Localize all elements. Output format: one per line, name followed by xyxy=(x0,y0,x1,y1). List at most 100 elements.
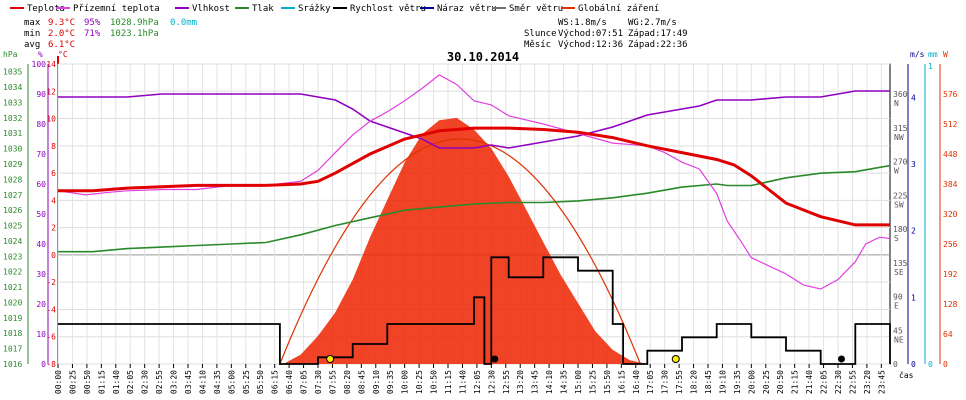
max-rain: 0.0mm xyxy=(170,18,197,28)
humidity-tick: 0 xyxy=(41,360,46,369)
x-tick: 18:45 xyxy=(704,370,713,394)
direction-label: W xyxy=(894,167,899,176)
w-tick: 320 xyxy=(943,210,958,219)
direction-tick: 90 xyxy=(893,293,903,302)
x-tick: 16:15 xyxy=(617,370,626,394)
x-tick: 17:30 xyxy=(661,370,670,394)
x-tick: 15:25 xyxy=(588,370,597,394)
legend: Teplota Přízemní teplota Vlhkost Tlak Srážky… xyxy=(10,4,659,14)
moonset: Západ:22:36 xyxy=(628,40,688,50)
direction-label: S xyxy=(894,234,899,243)
temp-tick: 14 xyxy=(46,60,56,69)
ms-tick: 2 xyxy=(911,227,916,236)
x-tick: 05:00 xyxy=(227,370,236,394)
series-rychlost-vetru xyxy=(58,256,891,365)
hpa-tick: 1031 xyxy=(3,129,22,138)
moonset-marker xyxy=(837,355,845,363)
series-globalni-zareni-area xyxy=(283,117,648,365)
x-tick: 14:10 xyxy=(545,370,554,394)
max-temp: 9.3°C xyxy=(48,18,75,28)
left-axes: hPa% °C1035103410331032103110301029102810… xyxy=(3,50,68,369)
min-pressure: 1023.1hPa xyxy=(110,29,159,39)
chart-title: 30.10.2014 xyxy=(447,50,519,64)
x-tick: 15:00 xyxy=(574,370,583,394)
moon-label: Měsíc xyxy=(524,40,551,50)
temp-tick: 4 xyxy=(51,196,56,205)
w-tick: 384 xyxy=(943,180,958,189)
direction-label: N xyxy=(894,99,899,108)
hpa-tick: 1034 xyxy=(3,83,22,92)
humidity-tick: 50 xyxy=(36,210,46,219)
direction-tick: 135 xyxy=(893,259,908,268)
moonrise-marker xyxy=(491,355,499,363)
x-tick: 08:45 xyxy=(357,370,366,394)
temp-axis-label: °C xyxy=(58,50,68,59)
humidity-tick: 100 xyxy=(32,60,47,69)
direction-tick: 225 xyxy=(893,191,908,200)
humidity-tick: 20 xyxy=(36,300,46,309)
x-tick: 07:30 xyxy=(314,370,323,394)
x-tick: 11:40 xyxy=(458,370,467,394)
x-tick: 12:05 xyxy=(473,370,482,394)
x-axis: 00:00 00:25 00:50 01:15 01:40 02:05 02:30 02:55… xyxy=(54,364,886,394)
hpa-tick: 1035 xyxy=(3,68,22,77)
mm-tick: 0 xyxy=(928,360,933,369)
x-tick: 10:00 xyxy=(401,370,410,394)
x-tick: 00:00 xyxy=(54,370,63,394)
ms-tick: 0 xyxy=(911,360,916,369)
max-humidity: 95% xyxy=(84,18,101,28)
stats-panel: max 9.3°C 95% 1028.9hPa 0.0mm min 2.0°C … xyxy=(24,18,197,50)
direction-label: SE xyxy=(894,268,904,277)
min-humidity: 71% xyxy=(84,29,101,39)
x-tick: 21:15 xyxy=(791,370,800,394)
sunset-marker xyxy=(671,355,680,363)
direction-tick: 270 xyxy=(893,158,908,167)
w-tick: 256 xyxy=(943,240,958,249)
x-tick: 09:35 xyxy=(386,370,395,394)
temp-tick: -6 xyxy=(46,333,56,342)
sun-label: Slunce xyxy=(524,29,557,39)
x-tick: 20:50 xyxy=(776,370,785,394)
x-tick: 02:05 xyxy=(126,370,135,394)
x-tick: 04:10 xyxy=(198,370,207,394)
wind-gust-info: WG:2.7m/s xyxy=(628,18,677,28)
x-tick: 20:25 xyxy=(762,370,771,394)
legend-label: Vlhkost xyxy=(192,4,230,14)
temp-tick: 0 xyxy=(51,251,56,260)
x-tick: 16:40 xyxy=(632,370,641,394)
x-tick: 02:30 xyxy=(141,370,150,394)
x-axis-label: čas xyxy=(899,370,914,380)
x-tick: 13:45 xyxy=(531,370,540,394)
x-tick: 07:55 xyxy=(328,370,337,394)
legend-label: Srážky xyxy=(298,4,331,14)
hpa-tick: 1023 xyxy=(3,252,22,261)
x-tick: 23:20 xyxy=(863,370,872,394)
temp-tick: 10 xyxy=(46,115,56,124)
w-tick: 512 xyxy=(943,120,958,129)
temp-tick: 8 xyxy=(51,142,56,151)
direction-tick: 0 xyxy=(893,360,898,369)
direction-tick: 45 xyxy=(893,326,903,335)
hpa-tick: 1028 xyxy=(3,175,22,184)
max-pressure: 1028.9hPa xyxy=(110,18,159,28)
direction-label: NW xyxy=(894,133,904,142)
hpa-tick: 1016 xyxy=(3,360,22,369)
min-label: min xyxy=(24,29,40,39)
x-tick: 22:30 xyxy=(834,370,843,394)
x-tick: 19:10 xyxy=(718,370,727,394)
sunrise-marker xyxy=(326,355,335,363)
ms-tick: 4 xyxy=(911,93,916,102)
hpa-tick: 1017 xyxy=(3,345,22,354)
x-tick: 15:50 xyxy=(603,370,612,394)
w-tick: 0 xyxy=(943,360,948,369)
x-tick: 02:55 xyxy=(155,370,164,394)
x-tick: 07:05 xyxy=(300,370,309,394)
w-axis-label: W xyxy=(943,50,948,59)
x-tick: 04:35 xyxy=(213,370,222,394)
w-tick: 192 xyxy=(943,270,958,279)
x-tick: 10:50 xyxy=(430,370,439,394)
x-tick: 14:35 xyxy=(560,370,569,394)
x-tick: 09:10 xyxy=(372,370,381,394)
hpa-tick: 1025 xyxy=(3,222,22,231)
wind-speed-info: WS:1.8m/s xyxy=(558,18,607,28)
